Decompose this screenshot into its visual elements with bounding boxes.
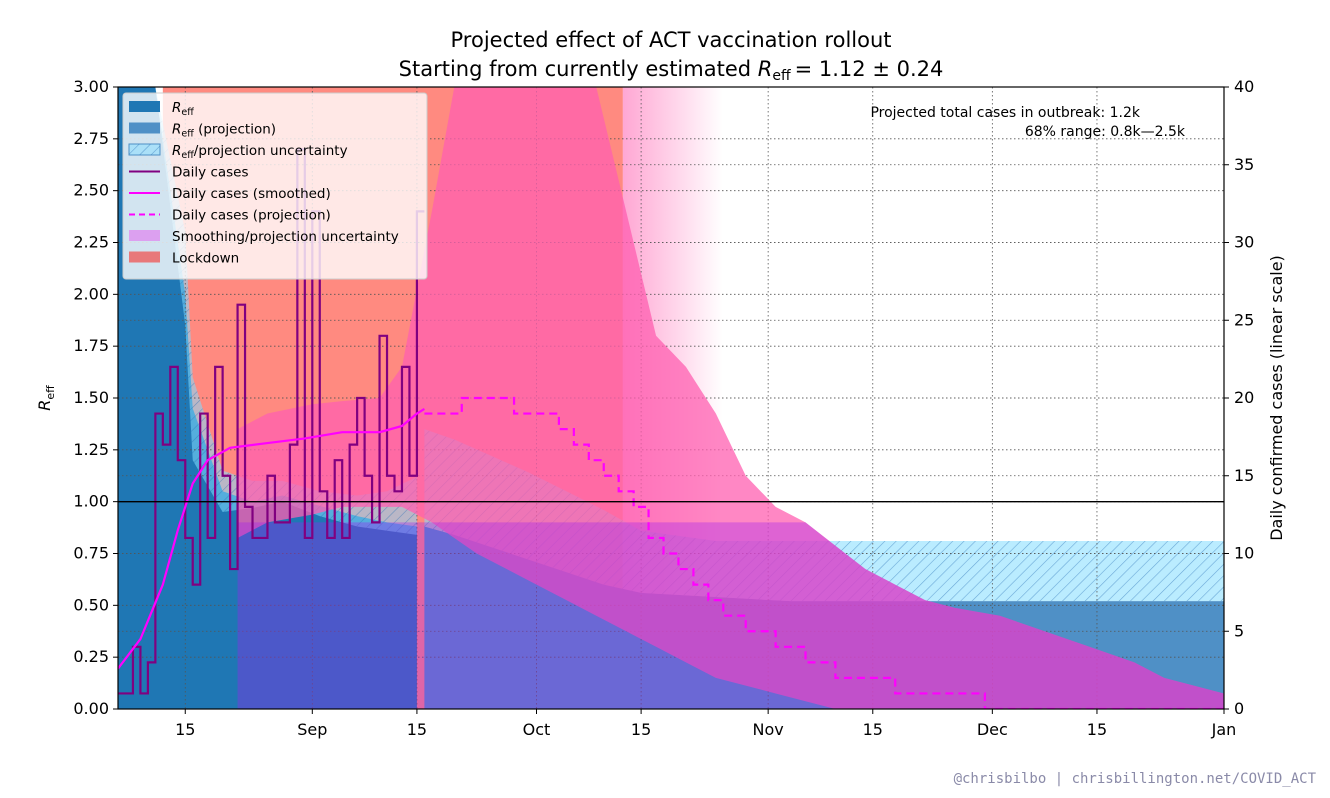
legend-swatch-patch-violet (129, 230, 160, 241)
y-right-tick-label: 10 (1234, 544, 1254, 563)
y-right-tick-label: 0 (1234, 699, 1244, 718)
smoothed-cases-line (118, 407, 425, 670)
y-right-tick-label: 30 (1234, 233, 1254, 252)
y-left-tick-label: 1.50 (73, 388, 109, 407)
legend-swatch-patch-dark (129, 101, 160, 112)
y-left-tick-label: 0.25 (73, 647, 109, 666)
y-right-tick-label: 5 (1234, 621, 1244, 640)
legend-swatch-hatch-pattern (129, 144, 160, 155)
y-left-tick-label: 0.50 (73, 595, 109, 614)
subtitle-r: R (758, 57, 773, 81)
y-left-tick-label: 0.75 (73, 544, 109, 563)
footer-credit: @chrisbilbo | chrisbillington.net/COVID_… (954, 771, 1317, 787)
y-left-tick-label: 2.25 (73, 233, 109, 252)
chart-subtitle: Starting from currently estimated Reff = … (399, 57, 944, 84)
x-tick-label: 15 (407, 720, 427, 739)
x-tick-label: Dec (977, 720, 1008, 739)
y-left-tick-label: 2.75 (73, 129, 109, 148)
legend-label: Reff (172, 100, 194, 118)
legend-label: Lockdown (172, 251, 239, 267)
legend-label: Daily cases (smoothed) (172, 186, 331, 202)
subtitle-math: = 1.12 ± 0.24 (795, 57, 944, 81)
axes: 15 Sep 15 Oct 15 Nov 15 Dec 15 Jan 0.00 0.25 0.50 0.7… (73, 77, 1254, 739)
legend-label: Daily cases (172, 165, 249, 181)
y-right-tick-label: 15 (1234, 466, 1254, 485)
legend: Reff Reff (projection) Reff/projection unc… (122, 92, 428, 280)
x-tick-label: Oct (523, 720, 551, 739)
reff-uncertainty-hatch (118, 87, 417, 535)
x-tick-label: 15 (1087, 720, 1107, 739)
legend-label: Daily cases (projection) (172, 208, 331, 224)
projected-cases-line (424, 396, 1224, 709)
subtitle-r-sub: eff (772, 68, 791, 84)
x-tick-label: 15 (863, 720, 883, 739)
y-right-tick-label: 40 (1234, 77, 1254, 96)
annotation-range: 68% range: 0.8k—2.5k (1025, 124, 1186, 140)
x-tick-label: 15 (175, 720, 195, 739)
daily-cases-line (118, 148, 425, 695)
y-left-tick-label: 0.00 (73, 699, 109, 718)
x-tick-label: Sep (297, 720, 327, 739)
y-left-tick-label: 2.00 (73, 284, 109, 303)
y-right-tick-label: 35 (1234, 155, 1254, 174)
legend-swatch-patch-red (129, 251, 160, 263)
y-right-tick-label: 20 (1234, 388, 1254, 407)
y-left-label: Reff (35, 385, 57, 411)
y-left-tick-label: 1.00 (73, 492, 109, 511)
x-tick-label: Nov (753, 720, 784, 739)
y-left-tick-label: 1.75 (73, 336, 109, 355)
legend-label: Reff/projection uncertainty (172, 143, 348, 161)
x-tick-label: 15 (631, 720, 651, 739)
legend-label: Smoothing/projection uncertainty (172, 229, 399, 245)
plot-overlay (118, 87, 1224, 709)
legend-swatch-patch-mid (129, 122, 160, 134)
legend-label: Reff (projection) (172, 122, 276, 140)
x-tick-label: Jan (1211, 720, 1237, 739)
annotation-total: Projected total cases in outbreak: 1.2k (870, 105, 1140, 121)
chart-title: Projected effect of ACT vaccination roll… (451, 28, 892, 52)
y-left-tick-label: 3.00 (73, 77, 109, 96)
legend-box (122, 92, 428, 280)
y-left-tick-label: 2.50 (73, 181, 109, 200)
y-left-tick-label: 1.25 (73, 440, 109, 459)
y-right-tick-label: 25 (1234, 310, 1254, 329)
subtitle-prefix: Starting from currently estimated (399, 57, 758, 81)
case-uncertainty-pink (237, 87, 1224, 709)
y-right-label: Daily confirmed cases (linear scale) (1267, 255, 1286, 541)
